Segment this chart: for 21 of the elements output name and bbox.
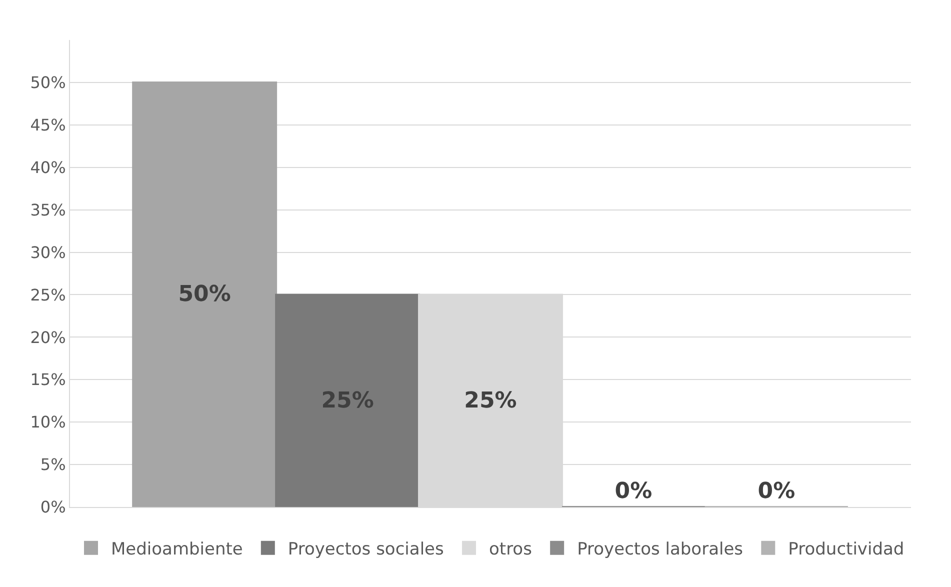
legend-label: Proyectos laborales bbox=[577, 540, 744, 560]
data-label: 0% bbox=[758, 479, 796, 504]
legend-label: Productividad bbox=[788, 540, 904, 560]
legend-label: otros bbox=[488, 540, 532, 560]
y-tick-label: 15% bbox=[30, 370, 66, 390]
y-tick-label: 10% bbox=[30, 412, 66, 432]
y-tick-label: 25% bbox=[30, 285, 66, 304]
y-tick-label: 20% bbox=[30, 328, 66, 347]
data-label: 0% bbox=[614, 479, 652, 504]
y-tick-label: 5% bbox=[40, 455, 66, 474]
legend-label: Proyectos sociales bbox=[288, 540, 444, 560]
data-label: 25% bbox=[321, 388, 374, 414]
y-tick-label: 50% bbox=[30, 73, 66, 92]
y-tick-label: 0% bbox=[40, 498, 66, 517]
y-tick-label: 35% bbox=[30, 200, 66, 220]
y-tick-label: 45% bbox=[30, 116, 66, 135]
data-label: 25% bbox=[464, 388, 517, 414]
y-tick-label: 30% bbox=[30, 242, 66, 262]
legend-label: Medioambiente bbox=[111, 540, 243, 560]
data-label: 50% bbox=[178, 282, 231, 308]
y-tick-label: 40% bbox=[30, 158, 66, 177]
